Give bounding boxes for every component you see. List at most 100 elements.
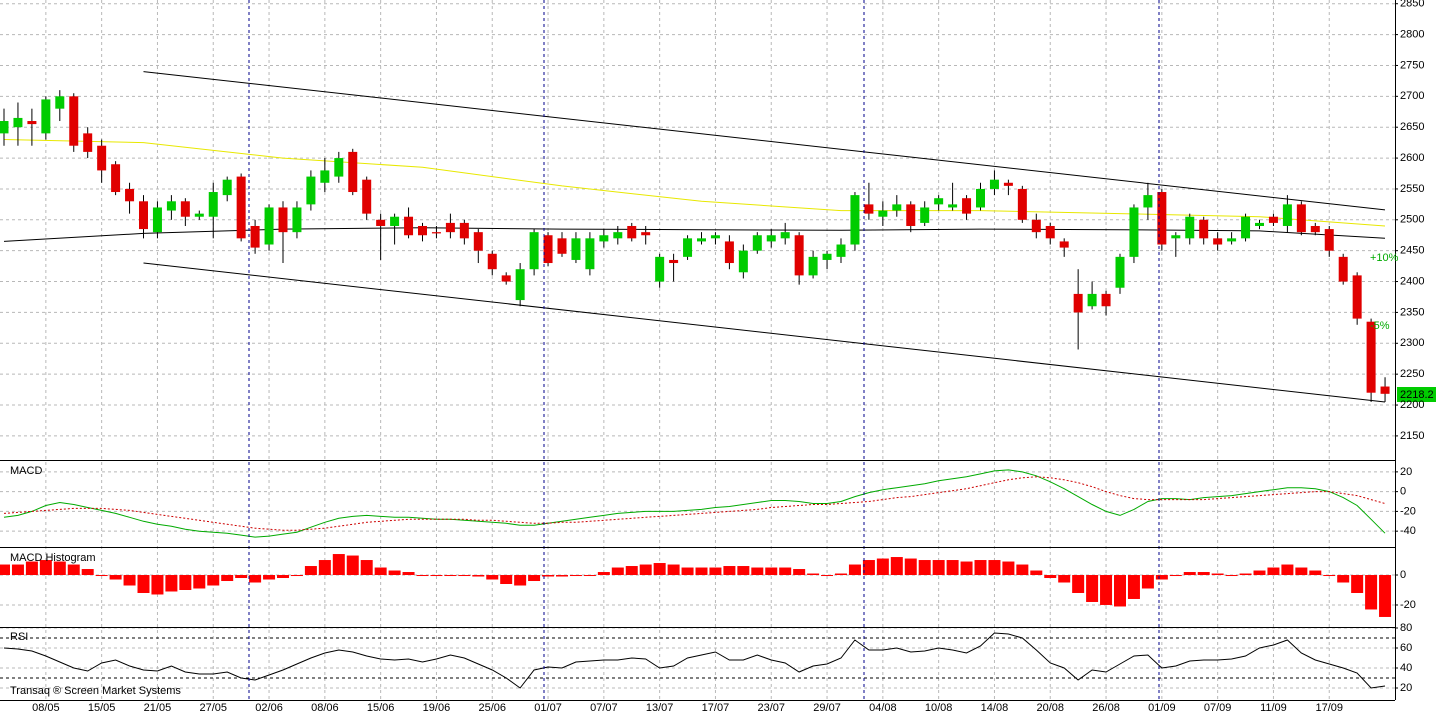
candle-body (97, 145, 107, 171)
bar (569, 575, 582, 577)
candle-body (878, 210, 888, 217)
bar (528, 575, 541, 582)
candle-body (445, 222, 455, 233)
candle-body (529, 232, 539, 270)
candle-body (250, 225, 260, 248)
bar (681, 567, 694, 576)
candle-body (836, 244, 846, 257)
candle-body (1115, 256, 1125, 288)
bar (723, 566, 736, 576)
candle-body (348, 151, 358, 193)
candle-body (1366, 321, 1376, 393)
x-tick-label: 13/07 (646, 702, 674, 714)
series-line (3, 632, 1386, 689)
candle-body (906, 204, 916, 226)
candle-body (1338, 256, 1348, 282)
bar (862, 560, 875, 576)
candle-body (655, 256, 665, 282)
candle-body (989, 179, 999, 189)
candle-body (1143, 195, 1153, 208)
month-separators (248, 0, 1160, 700)
bar (1030, 570, 1043, 576)
x-tick-label: 21/05 (144, 702, 172, 714)
overlay-line (3, 227, 1386, 242)
y-tick-label: -20 (1400, 505, 1416, 517)
bar (1365, 575, 1378, 610)
y-tick-label: 2850 (1400, 0, 1424, 10)
x-tick-label: 04/08 (869, 702, 897, 714)
candle-body (180, 201, 190, 217)
bar (876, 558, 889, 576)
bar (779, 567, 792, 576)
bar (444, 575, 457, 577)
x-tick-label: 15/05 (88, 702, 116, 714)
bar (193, 575, 206, 589)
candle-body (1213, 238, 1223, 245)
bar (821, 575, 834, 577)
candle-body (1101, 293, 1111, 307)
x-tick-label: 07/09 (1204, 702, 1232, 714)
bar (904, 558, 917, 576)
candle-body (487, 253, 497, 270)
bar (1086, 575, 1099, 602)
bar (1141, 575, 1154, 589)
bar (695, 567, 708, 576)
candle-body (1241, 216, 1251, 239)
x-tick-label: 11/09 (1260, 702, 1287, 714)
candle-body (543, 235, 553, 264)
candle-body (850, 195, 860, 245)
bar (974, 560, 987, 576)
footer: Transaq ® Screen Market Systems (10, 685, 181, 697)
candle-body (627, 225, 637, 239)
candle-body (585, 238, 595, 270)
bar (611, 567, 624, 576)
candle-body (641, 232, 651, 236)
candle-body (125, 188, 135, 202)
bar (946, 560, 959, 576)
bar (346, 555, 359, 576)
y-tick-label: 2200 (1400, 399, 1424, 411)
bar (458, 575, 471, 577)
candle-body (1087, 293, 1097, 307)
bar (1351, 575, 1364, 593)
bar (556, 575, 568, 577)
candle-body (1282, 204, 1292, 226)
bar (39, 560, 52, 576)
candle-body (320, 170, 330, 183)
candle-body (822, 253, 832, 260)
candle-body (1227, 238, 1237, 242)
bar (430, 575, 443, 577)
bar (932, 560, 945, 576)
candle-body (599, 235, 609, 242)
y-tick-label: 80 (1400, 622, 1412, 634)
y-tick-label: 20 (1400, 466, 1412, 478)
candle-body (0, 121, 9, 134)
candle-body (194, 213, 204, 217)
candle-body (920, 207, 930, 223)
bar (151, 575, 164, 595)
bar (137, 575, 150, 593)
candle-body (1296, 204, 1306, 233)
bar (653, 563, 666, 576)
bar (388, 570, 401, 576)
y-tick-label: 2650 (1400, 121, 1424, 133)
y-tick-label: 2500 (1400, 214, 1424, 226)
bar (765, 567, 778, 576)
overlay-line (3, 139, 1386, 227)
y-tick-label: 2550 (1400, 183, 1424, 195)
bar (81, 569, 94, 576)
bar (1155, 575, 1168, 580)
bar (123, 575, 136, 586)
candle-body (1157, 192, 1167, 245)
candle-body (1324, 229, 1334, 251)
candle-body (948, 204, 958, 208)
x-tick-label: 01/09 (1148, 702, 1176, 714)
bar (709, 567, 722, 576)
bar (109, 575, 122, 580)
candle-body (1268, 216, 1278, 223)
candle-body (683, 238, 693, 257)
candle-body (13, 117, 23, 128)
bar (848, 564, 861, 576)
candle-body (1129, 207, 1139, 257)
